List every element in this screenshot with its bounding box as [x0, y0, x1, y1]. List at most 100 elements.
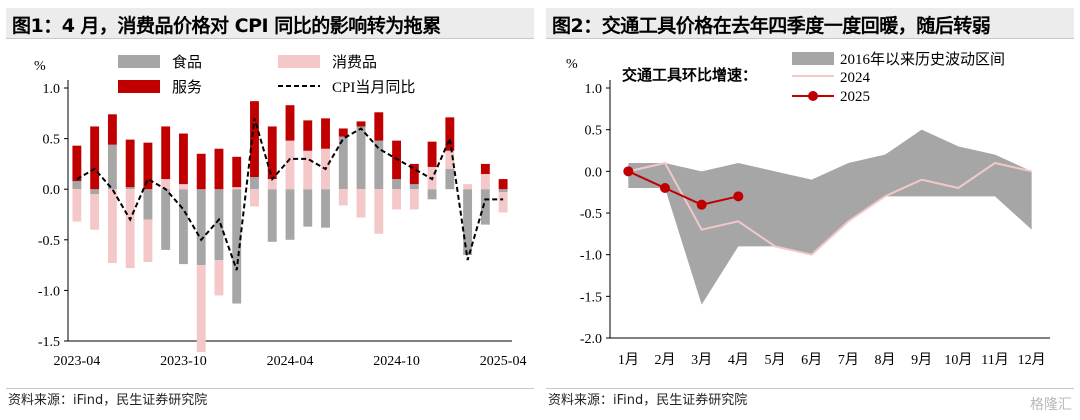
bar-service [267, 126, 277, 180]
bar-food [250, 177, 259, 190]
line-cpi [76, 118, 504, 271]
bar-consumer [143, 219, 153, 263]
bar-consumer [285, 140, 295, 190]
bar-consumer [161, 179, 171, 190]
bar-consumer [125, 189, 135, 269]
bar-food [427, 189, 437, 200]
y-tick-label: 0.5 [43, 133, 61, 148]
bar-service [214, 148, 224, 190]
bar-service [90, 126, 100, 190]
bar-service [285, 105, 295, 141]
bar-service [498, 179, 508, 190]
legend-label-2025: 2025 [840, 89, 870, 105]
bar-consumer [392, 189, 401, 210]
bar-service [374, 112, 384, 141]
bar-service [321, 118, 330, 149]
line-2025 [627, 170, 739, 206]
y-tick-label: -0.5 [38, 234, 60, 249]
y-tick-label: 1.0 [585, 82, 603, 97]
y-tick-label: -2.0 [580, 332, 602, 347]
legend-label-food: 食品 [172, 54, 202, 71]
y-axis-unit: % [566, 57, 578, 72]
chart-panel-2: 图2：交通工具价格在去年四季度一度回暖，随后转弱 % 1.0 0.5 0.0 -0.5 -… [540, 0, 1080, 420]
bar-food [179, 189, 188, 265]
x-tick-label: 4月 [728, 352, 749, 368]
chart-2-svg: % 1.0 0.5 0.0 -0.5 -1.0 -1.5 -2.0 1月 2月 3月 4月 5月 6月 7月… [566, 51, 1050, 368]
bar-food [356, 126, 366, 190]
bar-consumer [303, 150, 313, 190]
x-tick-label: 1月 [618, 352, 639, 368]
chart-title-bar: 图2：交通工具价格在去年四季度一度回暖，随后转弱 [546, 8, 1074, 39]
source-divider [546, 388, 1074, 389]
y-tick-label: 1.0 [43, 82, 61, 97]
bar-service [161, 126, 171, 180]
bar-food [72, 181, 82, 190]
watermark-logo: 格隆汇 [1030, 397, 1072, 413]
source-note: 资料来源：iFind，民生证券研究院 [548, 393, 748, 408]
x-tick-label: 12月 [1018, 352, 1046, 368]
x-tick-label: 8月 [875, 352, 896, 368]
bar-service [72, 145, 82, 182]
marker-2025 [696, 199, 707, 210]
legend-label-2024: 2024 [840, 70, 871, 86]
x-tick-label: 2024-10 [373, 354, 420, 369]
bar-food [409, 184, 419, 190]
bar-consumer [480, 174, 490, 190]
x-tick-label: 2023-04 [54, 354, 101, 369]
legend-label-cpi: CPI当月同比 [332, 79, 415, 96]
y-tick-label: -1.0 [38, 284, 60, 299]
y-tick-label: -1.5 [580, 290, 602, 305]
bar-service [303, 120, 313, 151]
chart-title: 图1：4 月，消费品价格对 CPI 同比的影响转为拖累 [12, 15, 441, 37]
y-tick-label: -1.0 [580, 249, 602, 264]
bar-food [338, 136, 348, 190]
bar-consumer [338, 189, 348, 206]
bar-consumer [214, 260, 224, 296]
bar-food [303, 189, 313, 227]
x-tick-label: 2024-04 [267, 354, 314, 369]
x-tick-label: 3月 [691, 352, 712, 368]
legend-swatch-consumer [278, 55, 320, 68]
x-tick-label: 2025-04 [480, 354, 527, 369]
bar-consumer [250, 189, 259, 207]
bar-service [356, 121, 366, 127]
bar-service [196, 153, 206, 190]
bar-food [374, 140, 384, 190]
x-tick-label: 9月 [911, 352, 932, 368]
bar-service [480, 163, 490, 175]
bar-consumer [374, 189, 384, 234]
line-2024 [628, 161, 1032, 256]
bar-food [392, 179, 401, 190]
bar-service [250, 101, 259, 178]
chart-panel-1: 图1：4 月，消费品价格对 CPI 同比的影响转为拖累 % 1.0 0.5 0.0 -0… [6, 8, 534, 408]
bar-food [498, 189, 508, 193]
legend-label-service: 服务 [172, 79, 202, 96]
y-tick-label: 0.0 [43, 183, 61, 198]
bar-consumer [90, 194, 100, 230]
bar-food [161, 189, 171, 250]
inner-label: 交通工具环比增速： [622, 66, 757, 84]
bar-food [125, 187, 135, 190]
source-note: 资料来源：iFind，民生证券研究院 [8, 393, 208, 408]
bar-service [125, 139, 135, 188]
bar-food [107, 144, 117, 190]
bar-service [232, 156, 242, 188]
bar-food [445, 168, 455, 190]
bar-food [196, 189, 206, 266]
y-axis-unit: % [34, 59, 46, 74]
bar-service [107, 114, 117, 145]
y-tick-label: 0.5 [585, 124, 603, 139]
marker-2025 [733, 191, 744, 202]
legend-swatch-service [118, 80, 160, 93]
legend-swatch-food [118, 55, 160, 68]
legend-marker-2025 [808, 91, 818, 101]
bar-food [214, 189, 224, 261]
bar-food [285, 189, 295, 240]
chart-1-svg: % 1.0 0.5 0.0 -0.5 -1.0 -1.5 2023-04 2023-10 2024… [34, 54, 527, 369]
bar-food [143, 189, 153, 220]
x-tick-label: 6月 [801, 352, 822, 368]
bar-service [409, 163, 419, 185]
x-tick-label: 11月 [981, 352, 1008, 368]
x-tick-label: 2月 [655, 352, 676, 368]
bar-consumer [72, 189, 82, 222]
